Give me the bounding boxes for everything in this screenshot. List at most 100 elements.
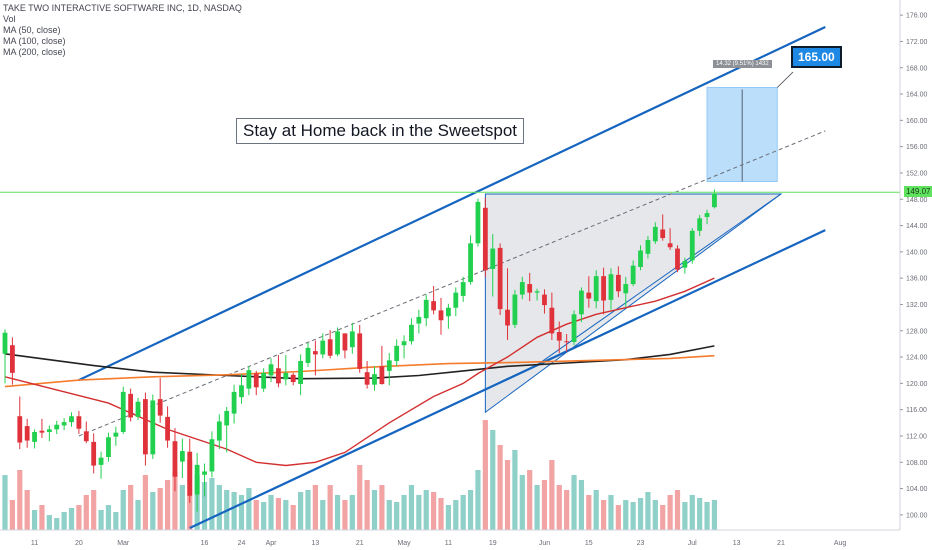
candle-body xyxy=(542,294,547,306)
volume-bar xyxy=(527,470,533,530)
time-tick-label: 19 xyxy=(489,540,497,547)
candle-body xyxy=(128,393,134,418)
time-tick-label: Apr xyxy=(266,540,278,547)
volume-bar xyxy=(423,490,429,530)
candle-body xyxy=(83,431,89,442)
volume-bar xyxy=(453,500,459,530)
candle-body xyxy=(187,451,193,496)
candle-body xyxy=(475,201,481,244)
volume-bar xyxy=(342,500,348,530)
legend-ma50: MA (50, close) xyxy=(3,25,61,35)
price-tick-label: 112.00 xyxy=(906,433,927,440)
volume-bar xyxy=(17,470,23,530)
channel-upper-line xyxy=(78,25,826,382)
candle-body xyxy=(135,401,141,417)
candle-body xyxy=(438,310,444,321)
text-annotation[interactable]: Stay at Home back in the Sweetspot xyxy=(236,118,525,144)
volume-bar xyxy=(305,490,311,530)
volume-bar xyxy=(534,485,540,530)
candle-body xyxy=(652,226,658,242)
candle-body xyxy=(253,373,259,388)
price-tick-label: 116.00 xyxy=(906,407,927,414)
volume-bar xyxy=(401,495,407,530)
candle-body xyxy=(630,265,636,285)
price-tick-label: 164.00 xyxy=(906,92,928,99)
dashed-trendline xyxy=(78,130,826,437)
candle-body xyxy=(98,457,104,465)
volume-bar xyxy=(386,500,392,530)
volume-bar xyxy=(91,490,97,530)
candle-body xyxy=(556,332,562,341)
candle-body xyxy=(446,307,451,317)
candle-body xyxy=(394,345,400,361)
candle-body xyxy=(39,430,45,433)
ascending-triangle xyxy=(484,193,783,414)
candle-body xyxy=(431,301,437,311)
volume-bar xyxy=(416,495,422,530)
volume-bar xyxy=(179,485,185,530)
volume-bar xyxy=(667,495,673,530)
volume-bar xyxy=(475,470,481,530)
time-tick-label: Mar xyxy=(117,540,130,547)
volume-bar xyxy=(157,488,163,530)
candle-body xyxy=(283,372,289,380)
price-tick-label: 136.00 xyxy=(906,276,928,283)
candle-body xyxy=(512,294,518,325)
volume-bar xyxy=(445,505,451,530)
candle-body xyxy=(327,339,333,356)
price-tick-label: 152.00 xyxy=(906,170,928,177)
volume-bar xyxy=(135,500,141,530)
price-tick-label: 168.00 xyxy=(906,65,928,72)
price-tick-label: 132.00 xyxy=(906,302,928,309)
candle-body xyxy=(667,243,673,248)
candle-body xyxy=(143,399,148,455)
candle-body xyxy=(505,309,510,326)
candle-body xyxy=(660,229,666,239)
volume-bar xyxy=(142,475,149,530)
time-tick-label: Aug xyxy=(834,540,847,547)
legend-title: TAKE TWO INTERACTIVE SOFTWARE INC, 1D, N… xyxy=(3,3,242,13)
volume-bar xyxy=(128,485,134,530)
candle-body xyxy=(46,429,52,433)
price-tick-label: 148.00 xyxy=(906,197,928,204)
volume-bar xyxy=(9,500,15,530)
candle-body xyxy=(704,213,710,218)
volume-bar xyxy=(334,495,341,530)
candle-body xyxy=(364,372,370,385)
volume-bar xyxy=(660,505,666,530)
volume-bar xyxy=(24,490,30,530)
candle-body xyxy=(312,351,318,355)
candle-body xyxy=(460,282,466,296)
candle-body xyxy=(379,366,385,385)
target-price-callout[interactable]: 165.00 xyxy=(791,46,842,68)
candle-body xyxy=(689,230,695,261)
candle-body xyxy=(416,316,422,324)
volume-bar xyxy=(615,505,621,530)
candle-body xyxy=(682,261,688,268)
volume-bar xyxy=(504,460,511,530)
candle-body xyxy=(349,331,355,348)
price-tick-label: 176.00 xyxy=(906,13,928,20)
volume-bar xyxy=(105,505,112,530)
volume-bar xyxy=(261,502,267,530)
volume-bar xyxy=(564,490,570,530)
ma50-line xyxy=(4,277,715,467)
candle-body xyxy=(113,432,119,437)
time-tick-label: May xyxy=(397,540,411,547)
volume-bar xyxy=(238,495,245,530)
candle-body xyxy=(712,193,717,208)
volume-bar xyxy=(519,475,525,530)
time-tick-label: 21 xyxy=(356,540,364,547)
time-tick-label: 13 xyxy=(311,540,319,547)
candle-body xyxy=(623,284,629,294)
volume-bar xyxy=(327,485,333,530)
volume-bar xyxy=(460,495,466,530)
price-tick-label: 124.00 xyxy=(906,355,928,362)
time-tick-label: 21 xyxy=(777,540,785,547)
candle-body xyxy=(76,416,82,429)
time-tick-label: 15 xyxy=(585,540,593,547)
time-tick-label: Jun xyxy=(539,540,550,547)
candle-body xyxy=(342,333,348,351)
time-tick-label: 20 xyxy=(75,540,83,547)
